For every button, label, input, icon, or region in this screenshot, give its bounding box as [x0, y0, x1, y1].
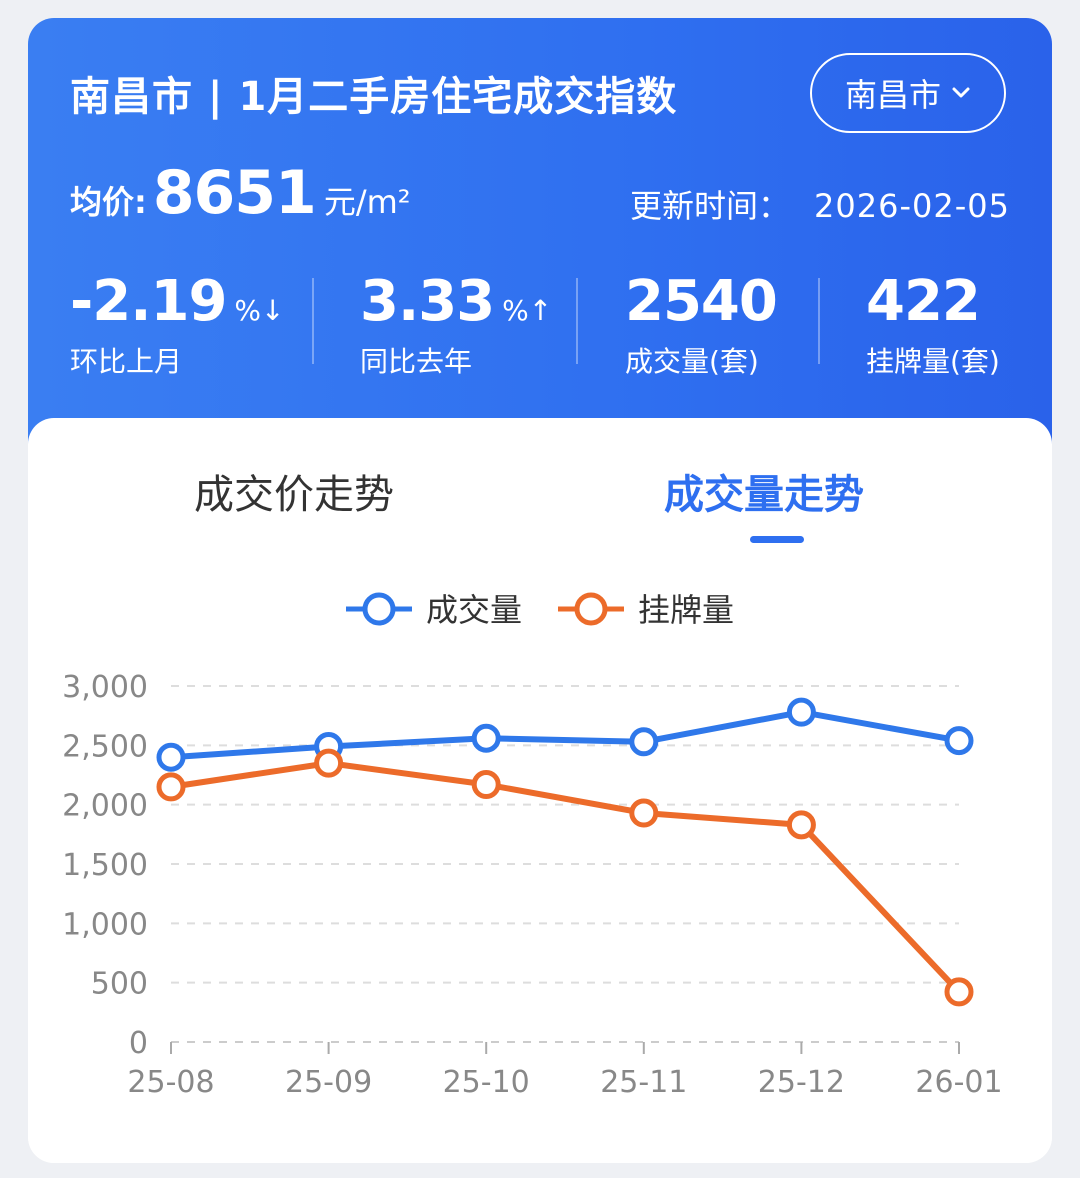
- stat-yoy-label: 同比去年: [360, 345, 473, 378]
- data-point: [786, 810, 816, 840]
- data-point: [944, 726, 974, 756]
- legend-marker-icon: [362, 592, 396, 626]
- tab-volume-trend[interactable]: 成交量走势: [664, 472, 864, 518]
- data-point: [786, 697, 816, 727]
- stat-mom: -2.19 %↓ 环比上月: [70, 270, 285, 380]
- x-tick-label: 25-12: [758, 1065, 845, 1100]
- y-tick-label: 2,000: [62, 789, 148, 824]
- avg-price-label: 均价:: [70, 183, 147, 221]
- tab-price-trend[interactable]: 成交价走势: [194, 472, 394, 518]
- data-point: [944, 977, 974, 1007]
- data-point: [471, 769, 501, 799]
- header-panel: 南昌市 | 1月二手房住宅成交指数 南昌市 均价: 8651 元/m² 更新时间…: [28, 18, 1052, 458]
- stat-mom-label: 环比上月: [70, 345, 183, 378]
- x-tick-label: 26-01: [915, 1065, 1002, 1100]
- legend-label: 挂牌量: [638, 591, 734, 629]
- series-line: [168, 760, 962, 995]
- avg-price-value: 8651: [152, 158, 317, 228]
- update-time: 更新时间： 2026-02-05: [630, 181, 1010, 227]
- stat-listing-value: 422: [866, 269, 981, 334]
- data-point: [471, 723, 501, 753]
- stat-yoy-value: 3.33: [360, 269, 495, 334]
- x-tick-label: 25-10: [443, 1065, 530, 1100]
- y-tick-label: 500: [91, 967, 148, 1002]
- stat-volume-value: 2540: [625, 269, 778, 334]
- stat-volume-label: 成交量(套): [625, 345, 759, 378]
- series-line: [168, 709, 962, 761]
- y-tick-label: 1,000: [62, 907, 148, 942]
- page-title: 南昌市 | 1月二手房住宅成交指数: [70, 74, 678, 120]
- data-point: [156, 742, 186, 772]
- x-tick-label: 25-11: [600, 1065, 687, 1100]
- legend-label: 成交量: [426, 591, 522, 629]
- y-tick-label: 3,000: [62, 670, 148, 705]
- stat-listing: 422 挂牌量(套): [866, 270, 1000, 380]
- city-dropdown-label: 南昌市: [844, 76, 941, 114]
- divider: [312, 278, 314, 364]
- data-point: [156, 772, 186, 802]
- chevron-down-icon: [952, 87, 970, 98]
- data-point: [629, 798, 659, 828]
- stat-volume: 2540 成交量(套): [625, 269, 778, 380]
- x-tick-label: 25-08: [127, 1065, 214, 1100]
- y-tick-label: 2,500: [62, 729, 148, 764]
- volume-line-chart: 0 500 1,000 1,500 2,000 2,500 3,000 25-08 25-09 2…: [62, 591, 1002, 1100]
- data-point: [314, 748, 344, 778]
- stat-listing-label: 挂牌量(套): [866, 345, 1000, 378]
- update-time-label: 更新时间：: [630, 187, 791, 225]
- divider: [576, 278, 578, 364]
- city-dropdown[interactable]: 南昌市: [810, 53, 1006, 133]
- stat-yoy: 3.33 %↑ 同比去年: [360, 270, 552, 380]
- stat-mom-suffix: %↓: [234, 294, 285, 327]
- y-tick-label: 0: [129, 1026, 148, 1061]
- avg-price-unit: 元/m²: [323, 183, 411, 221]
- y-tick-label: 1,500: [62, 848, 148, 883]
- index-card: 南昌市 | 1月二手房住宅成交指数 南昌市 均价: 8651 元/m² 更新时间…: [28, 18, 1052, 1163]
- active-tab-indicator: [750, 536, 804, 543]
- stat-mom-value: -2.19: [70, 269, 227, 334]
- update-time-value: 2026-02-05: [814, 187, 1010, 225]
- trend-panel: 成交价走势 成交量走势 0 500 1,000 1,500 2,000 2,500 3,00…: [28, 418, 1052, 1163]
- divider: [818, 278, 820, 364]
- stat-yoy-suffix: %↑: [502, 294, 553, 327]
- average-price: 均价: 8651 元/m²: [70, 158, 411, 228]
- data-point: [629, 727, 659, 757]
- legend-marker-icon: [574, 592, 608, 626]
- x-tick-label: 25-09: [285, 1065, 372, 1100]
